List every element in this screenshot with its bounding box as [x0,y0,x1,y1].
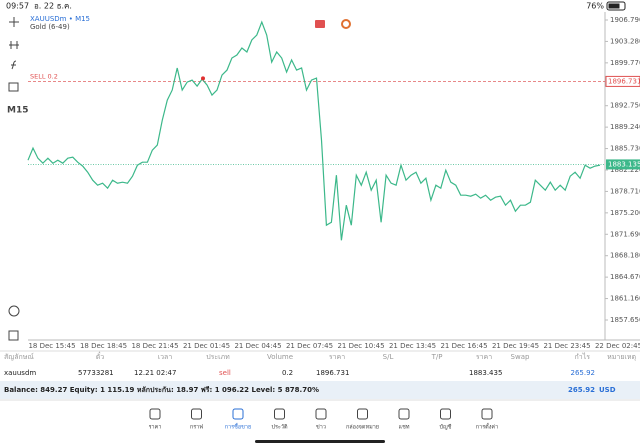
summary-bar [0,381,640,399]
y-tick-label: 1864.670 [610,273,640,281]
nav-label[interactable]: แชท [399,424,410,431]
table-header: สัญลักษณ์ [4,353,34,361]
add-tool[interactable] [8,330,19,341]
nav-label[interactable]: ประวัติ [271,424,287,431]
function-tool[interactable] [11,60,17,70]
nav-label[interactable]: ข่าว [316,425,326,431]
table-header: ประเภท [206,353,230,361]
nav-icon[interactable] [357,408,368,420]
summary-profit: 265.92 [568,386,595,394]
bid-price-box [606,159,640,170]
table-cell: 57733281 [78,369,114,377]
status-time: 09:57 [6,2,29,11]
y-tick-label: 1906.790 [610,16,640,24]
nav-icon[interactable] [315,408,327,420]
x-tick-label: 18 Dec 18:45 [80,342,127,350]
table-header: S/L [383,353,394,361]
status-date: อ. 22 ธ.ค. [34,2,72,11]
timeframe[interactable]: M15 [7,106,28,116]
table-cell: xauusdm [4,369,36,377]
sell-price-box [605,75,640,87]
objects-tool[interactable] [8,82,19,92]
home-indicator [255,440,385,443]
nav-label[interactable]: การตั้งค่า [476,423,498,431]
y-tick-label: 1889.240 [610,123,640,131]
table-cell: 1883.435 [469,369,502,377]
table-header: ราคา [329,353,345,361]
x-tick-label: 21 Dec 10:45 [337,342,384,350]
y-tick-label: 1899.770 [610,59,640,67]
nav-label[interactable]: ราคา [149,425,162,431]
price-line [27,20,601,241]
x-tick-label: 21 Dec 23:45 [543,342,590,350]
nav-label[interactable]: การซื้อขาย [225,423,251,431]
table-header: Swap [511,353,530,361]
nav-icon[interactable] [232,408,244,420]
table-cell: sell [219,369,231,377]
x-tick-label: 18 Dec 15:45 [28,342,75,350]
crosshair-tool[interactable] [9,17,19,27]
y-tick-label: 1903.280 [610,37,640,45]
nav-label[interactable]: กล่องจดหมาย [346,425,379,431]
table-cell: 1896.731 [316,369,349,377]
table-header: Volume [267,353,293,361]
table-header: กำไร [575,352,591,361]
summary-currency: USD [599,386,616,394]
sell-price: 1896.731 [608,77,640,85]
chart-name: Gold (6-49) [30,23,70,31]
trade-button[interactable] [315,20,325,28]
y-tick-label: 1868.180 [610,252,640,260]
nav-label[interactable]: กราฟ [190,424,203,431]
summary-text: Balance: 849.27 Equity: 1 115.19 หลักประ… [4,386,319,394]
y-tick-label: 1878.710 [610,187,640,195]
nav-icon[interactable] [481,408,493,420]
bid-price: 1883.135 [608,160,640,168]
nav-icon[interactable] [274,408,285,420]
x-tick-label: 22 Dec 02:45 [595,342,640,350]
x-tick-label: 21 Dec 04:45 [234,342,281,350]
y-tick-label: 1875.200 [610,209,640,217]
signal-button[interactable] [341,19,351,29]
x-tick-label: 21 Dec 01:45 [183,342,230,350]
nav-icon[interactable] [191,408,202,420]
x-tick-label: 21 Dec 13:45 [389,342,436,350]
nav-icon[interactable] [149,408,161,420]
indicators-tool[interactable] [9,41,19,49]
chart-symbol: XAUUSDm • M15 [30,15,90,23]
table-header: เวลา [158,353,173,361]
x-tick-label: 21 Dec 19:45 [492,342,539,350]
y-tick-label: 1861.160 [610,295,640,303]
x-tick-label: 18 Dec 21:45 [131,342,178,350]
status-battery: 76% [586,2,604,11]
table-header: หมายเหตุ [607,353,636,361]
table-cell: 265.92 [571,369,596,377]
x-tick-label: 21 Dec 16:45 [440,342,487,350]
battery-icon [606,1,626,11]
nav-icon[interactable] [440,408,451,420]
nav-bar: ราคา กราฟ การซื้อขาย ประวัติ ข่าว กล่องจดหมาย… [149,408,498,431]
sell-entry-marker [201,76,205,81]
one-click-tool[interactable] [8,305,20,317]
table-header: ตั๋ว [96,352,105,361]
y-tick-label: 1882.220 [610,166,640,174]
y-tick-label: 1871.690 [610,230,640,238]
sell-label: SELL 0.2 [30,72,58,80]
battery-fill [608,3,620,9]
table-cell: 12.21 02:47 [134,369,176,377]
nav-label[interactable]: บัญชี [440,424,452,431]
toolbar [8,17,20,341]
nav-icon[interactable] [398,408,410,420]
x-tick-label: 21 Dec 07:45 [286,342,333,350]
table-cell: 0.2 [282,369,293,377]
table-header: ราคา [476,353,492,361]
y-tick-label: 1857.650 [610,316,640,324]
y-tick-label: 1885.730 [610,145,640,153]
table-header: T/P [431,353,443,361]
y-tick-label: 1892.750 [610,102,640,110]
